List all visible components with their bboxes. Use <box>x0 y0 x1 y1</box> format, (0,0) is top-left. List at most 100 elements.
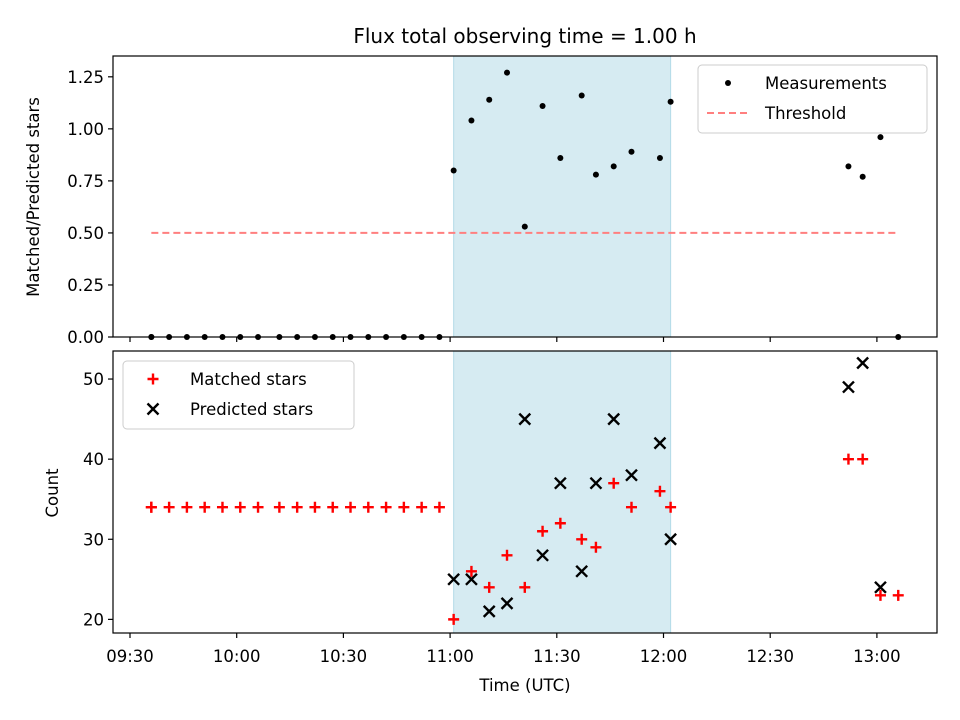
top-series-0-point-19 <box>468 117 475 124</box>
bottom-x-tick-label-6: 12:30 <box>746 647 794 666</box>
bottom-series-0-plus-13 <box>362 501 374 513</box>
bottom-series-1-x-3 <box>500 597 514 610</box>
top-series-0-point-25 <box>578 92 585 99</box>
bottom-x-tick-label-0: 09:30 <box>106 647 154 666</box>
bottom-series-1-x-1 <box>465 572 478 586</box>
bottom-series-0-plus-11 <box>327 501 339 513</box>
bottom-series-0-plus-27 <box>608 477 620 489</box>
bottom-series-0-plus-22 <box>519 581 531 593</box>
bottom-series-1-x-8 <box>589 476 603 490</box>
bottom-series-0-plus-20 <box>483 581 495 593</box>
bottom-y-tick-label-2: 40 <box>83 450 104 469</box>
top-y-tick-label-5: 1.25 <box>67 68 104 87</box>
bottom-series-1-x-5 <box>536 548 549 562</box>
bottom-x-tick-label-2: 10:30 <box>320 647 368 666</box>
bottom-series-1-x-4 <box>518 412 532 426</box>
top-y-tick-label-2: 0.50 <box>67 224 104 243</box>
top-series-0-point-26 <box>592 171 599 178</box>
bottom-legend-item-0-label: Matched stars <box>190 370 307 389</box>
bottom-series-0-plus-12 <box>345 501 357 513</box>
bottom-series-0-plus-16 <box>416 501 428 513</box>
bottom-y-tick-label-0: 20 <box>83 610 104 629</box>
bottom-series-0-plus-28 <box>625 501 637 513</box>
top-axes-frame <box>112 55 938 338</box>
bottom-series-0-plus-7 <box>252 501 264 513</box>
bottom-legend-item-1-marker <box>146 402 160 416</box>
bottom-series-0-plus-31 <box>842 453 854 465</box>
bottom-series-0-plus-6 <box>234 501 246 513</box>
top-y-tick-label-1: 0.25 <box>67 276 104 295</box>
bottom-series-1-x-9 <box>607 412 621 426</box>
bottom-series-0-plus-26 <box>590 541 602 553</box>
top-series-0-point-24 <box>557 154 564 161</box>
top-series-0-point-31 <box>845 163 852 170</box>
bottom-y-tick-label-1: 30 <box>83 530 104 549</box>
bottom-series-1-x-7 <box>575 564 589 578</box>
bottom-series-0-plus-24 <box>554 517 566 529</box>
bottom-series-0-plus-18 <box>448 613 460 625</box>
bottom-series-1-x-12 <box>664 532 677 546</box>
bottom-series-1-x-11 <box>653 436 667 450</box>
top-series-0-point-29 <box>656 154 663 161</box>
top-legend-item-0-marker <box>725 80 731 86</box>
bottom-series-1-x-10 <box>625 468 638 482</box>
top-series-0-point-21 <box>504 69 511 76</box>
bottom-x-tick-label-7: 13:00 <box>853 647 901 666</box>
top-y-tick-label-3: 0.75 <box>67 172 104 191</box>
top-series-0-point-20 <box>486 96 493 103</box>
bottom-axes-frame <box>112 350 938 634</box>
bottom-legend-item-0-marker <box>147 373 159 385</box>
bottom-series-0-plus-4 <box>199 501 211 513</box>
bottom-series-0-plus-19 <box>465 565 477 577</box>
bottom-series-0-plus-8 <box>273 501 285 513</box>
bottom-x-tick-label-5: 12:00 <box>640 647 688 666</box>
bottom-y-tick-label-3: 50 <box>83 370 104 389</box>
bottom-x-tick-label-1: 10:00 <box>213 647 261 666</box>
bottom-x-tick-label-3: 11:00 <box>426 647 474 666</box>
top-highlight-span <box>453 55 672 338</box>
bottom-series-0-plus-21 <box>501 549 513 561</box>
bottom-highlight-span <box>453 350 672 634</box>
bottom-series-0-plus-30 <box>665 501 677 513</box>
bottom-y-axis-label: Count <box>43 468 62 518</box>
top-y-tick-label-4: 1.00 <box>67 120 104 139</box>
top-y-tick-label-0: 0.00 <box>67 328 104 347</box>
bottom-x-tick-label-4: 11:30 <box>533 647 581 666</box>
top-series-0-point-18 <box>450 167 457 174</box>
bottom-series-0-plus-34 <box>892 589 904 601</box>
bottom-series-0-plus-23 <box>537 525 549 537</box>
bottom-series-0-plus-17 <box>433 501 445 513</box>
bottom-series-1-x-6 <box>554 476 567 490</box>
bottom-series-0-plus-15 <box>398 501 410 513</box>
top-series-0-point-32 <box>859 173 866 180</box>
bottom-series-0-plus-14 <box>380 501 392 513</box>
bottom-series-0-plus-32 <box>857 453 869 465</box>
bottom-series-0-plus-10 <box>309 501 321 513</box>
bottom-series-1-x-13 <box>842 380 855 394</box>
top-series-0-point-33 <box>877 134 884 141</box>
chart-title: Flux total observing time = 1.00 h <box>353 24 696 48</box>
bottom-series-1-x-2 <box>482 605 496 618</box>
top-series-0-point-30 <box>667 98 674 105</box>
top-legend-box <box>697 64 928 134</box>
top-legend-item-0-label: Measurements <box>765 74 887 93</box>
x-axis-label: Time (UTC) <box>478 676 570 695</box>
bottom-series-0-plus-5 <box>216 501 228 513</box>
top-series-0-point-22 <box>521 223 528 230</box>
bottom-series-0-plus-33 <box>874 589 886 601</box>
top-series-0-point-23 <box>539 102 546 109</box>
bottom-series-0-plus-3 <box>181 501 193 513</box>
bottom-legend-box <box>122 360 355 430</box>
bottom-series-1-x-15 <box>874 580 887 594</box>
bottom-series-0-plus-25 <box>576 533 588 545</box>
bottom-legend-item-1-label: Predicted stars <box>190 400 313 419</box>
bottom-series-0-plus-29 <box>654 485 666 497</box>
top-series-0-point-27 <box>610 163 617 170</box>
top-legend-item-1-label: Threshold <box>764 104 846 123</box>
bottom-series-0-plus-2 <box>163 501 175 513</box>
bottom-series-0-plus-9 <box>291 501 303 513</box>
bottom-series-1-x-14 <box>856 356 870 370</box>
top-y-axis-label: Matched/Predicted stars <box>24 97 43 297</box>
top-panel: 0.00 0.25 0.50 0.75 1.00 1.25 Measurements Thre… <box>67 55 938 347</box>
